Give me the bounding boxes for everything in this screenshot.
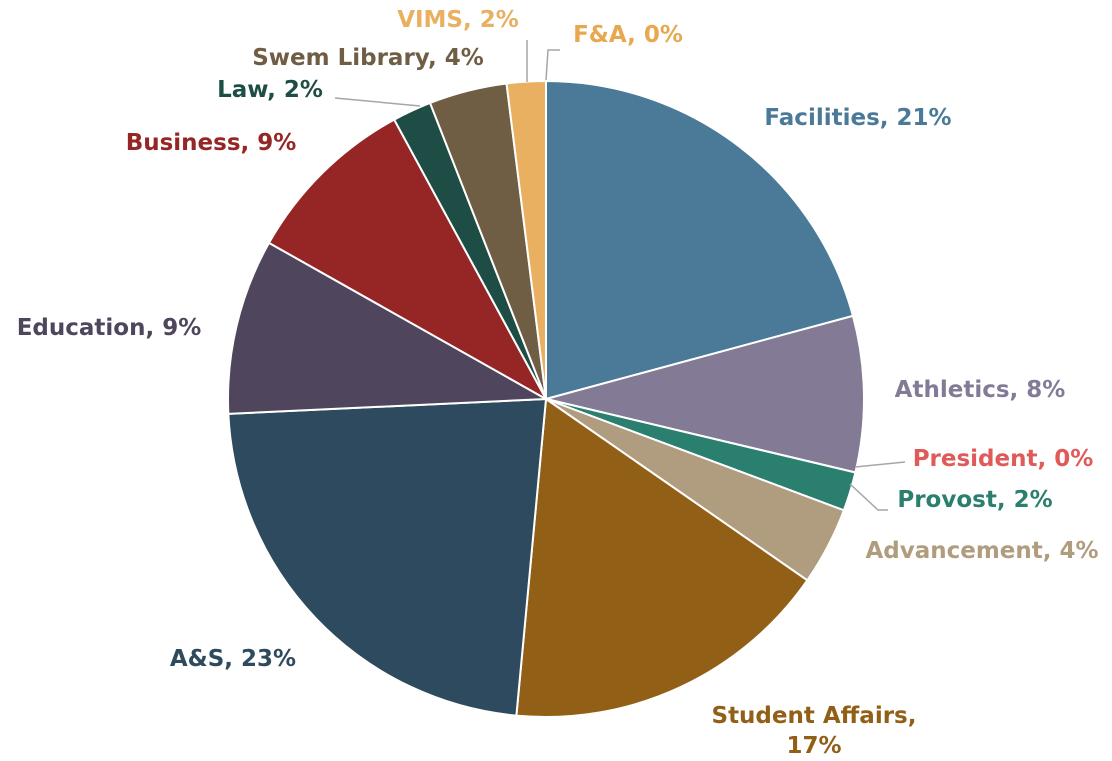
data-label: Athletics, 8% bbox=[895, 377, 1066, 403]
leader-line bbox=[334, 97, 421, 107]
leader-line bbox=[854, 461, 906, 468]
data-label: Advancement, 4% bbox=[865, 538, 1098, 564]
leader-lines bbox=[334, 40, 906, 511]
data-label: Education, 9% bbox=[17, 315, 202, 341]
data-label: Student Affairs, 17% bbox=[712, 703, 917, 759]
data-labels: Facilities, 21% Athletics, 8% President, 0… bbox=[17, 7, 1099, 759]
data-label-line: Law, 2% bbox=[217, 77, 323, 103]
data-label: F&A, 0% bbox=[573, 22, 683, 48]
pie-slice bbox=[227, 241, 550, 415]
data-label-line: Facilities, 21% bbox=[764, 105, 951, 131]
data-label-line: Student Affairs, bbox=[712, 703, 917, 729]
data-label-line: Swem Library, 4% bbox=[252, 45, 484, 71]
data-label: Business, 9% bbox=[126, 130, 297, 156]
data-label-line: President, 0% bbox=[913, 446, 1094, 472]
pie bbox=[227, 79, 865, 718]
data-label-line: VIMS, 2% bbox=[397, 7, 519, 33]
data-label-line: 17% bbox=[786, 733, 841, 759]
data-label: Law, 2% bbox=[217, 77, 323, 103]
data-label-line: Provost, 2% bbox=[897, 487, 1052, 513]
data-label: Facilities, 21% bbox=[764, 105, 951, 131]
pie-slice bbox=[545, 79, 855, 401]
data-label-line: A&S, 23% bbox=[170, 646, 296, 672]
data-label: Provost, 2% bbox=[897, 487, 1052, 513]
data-label: President, 0% bbox=[913, 446, 1094, 472]
leader-line bbox=[849, 483, 888, 511]
data-label-line: F&A, 0% bbox=[573, 22, 683, 48]
leader-line bbox=[545, 49, 560, 81]
data-label: A&S, 23% bbox=[170, 646, 296, 672]
data-label-line: Advancement, 4% bbox=[865, 538, 1098, 564]
pie-slice bbox=[267, 118, 549, 402]
pie-slice bbox=[227, 397, 548, 717]
pie-slice bbox=[515, 397, 809, 718]
data-label: Swem Library, 4% bbox=[252, 45, 484, 71]
data-label-line: Education, 9% bbox=[17, 315, 202, 341]
data-label-line: Business, 9% bbox=[126, 130, 297, 156]
pie-slice bbox=[545, 314, 865, 474]
data-label: VIMS, 2% bbox=[397, 7, 519, 33]
data-label-line: Athletics, 8% bbox=[895, 377, 1066, 403]
